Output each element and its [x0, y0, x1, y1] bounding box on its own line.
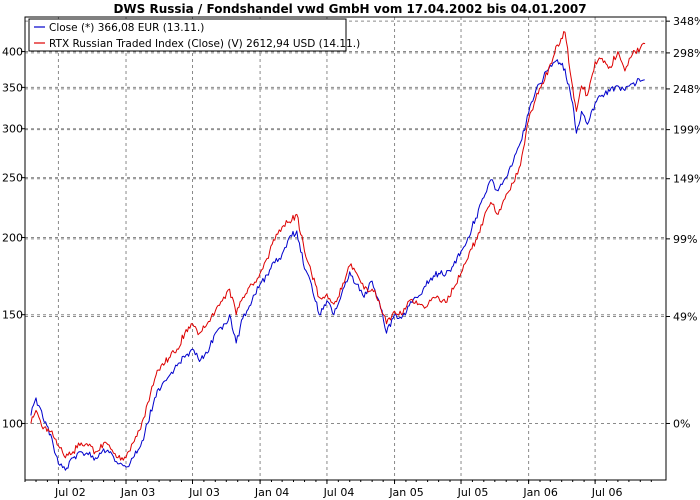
left-tick-label: 100 [2, 417, 23, 430]
x-tick-label: Jul 06 [591, 486, 623, 499]
x-tick-label: Jan 04 [254, 486, 289, 499]
x-tick-label: Jan 06 [522, 486, 557, 499]
left-tick-label: 400 [2, 46, 23, 59]
series-line-close [30, 59, 645, 471]
legend-label-rtx: RTX Russian Traded Index (Close) (V) 261… [49, 38, 360, 50]
right-tick-label: 149% [673, 173, 700, 186]
legend-box [28, 18, 347, 52]
x-tick-label: Jul 04 [323, 486, 355, 499]
left-tick-label: 200 [2, 232, 23, 245]
x-tick-label: Jul 05 [457, 486, 489, 499]
grid-lines [25, 17, 666, 480]
right-tick-label: 199% [673, 124, 700, 137]
chart-title: DWS Russia / Fondshandel vwd GmbH vom 17… [113, 2, 586, 16]
right-tick-label: 248% [673, 83, 700, 96]
legend: Close (*) 366,08 EUR (13.11.) RTX Russia… [28, 18, 360, 52]
right-tick-label: 99% [673, 233, 697, 246]
x-tick-label: Jan 05 [388, 486, 423, 499]
x-tick-label: Jul 03 [188, 486, 220, 499]
right-tick-label: 298% [673, 47, 700, 60]
right-tick-label: 348% [673, 15, 700, 28]
axis-ticks: 0% 49% 99% 149% 199% 248% 298% 348% 100 150 200 250… [2, 15, 700, 499]
left-tick-label: 150 [2, 309, 23, 322]
series-line-rtx [30, 31, 646, 461]
right-tick-label: 49% [673, 310, 697, 323]
series-layer [30, 31, 646, 471]
right-tick-label: 0% [673, 417, 690, 430]
x-tick-label: Jan 03 [120, 486, 155, 499]
legend-label-close: Close (*) 366,08 EUR (13.11.) [49, 22, 204, 34]
left-tick-label: 300 [2, 123, 23, 136]
left-tick-label: 250 [2, 172, 23, 185]
left-tick-label: 350 [2, 81, 23, 94]
plot-frame [24, 16, 667, 481]
x-tick-label: Jul 02 [54, 486, 86, 499]
